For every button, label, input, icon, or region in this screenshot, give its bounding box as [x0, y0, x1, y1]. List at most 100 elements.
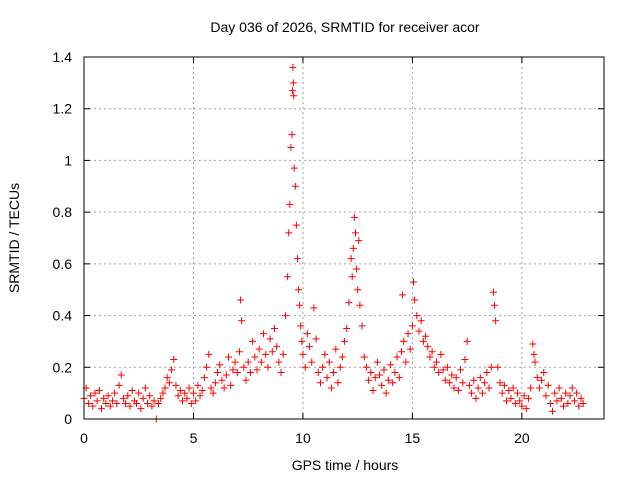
data-point: [128, 387, 136, 395]
data-point: [341, 337, 349, 345]
data-point: [354, 286, 362, 294]
data-point: [511, 399, 519, 407]
data-point: [505, 387, 513, 395]
data-point: [314, 368, 322, 376]
data-point: [402, 358, 410, 366]
data-point: [227, 381, 235, 389]
data-point: [557, 394, 565, 402]
data-point: [457, 366, 465, 374]
data-point: [98, 405, 106, 413]
data-point: [262, 350, 270, 358]
data-point: [220, 384, 228, 392]
data-point: [371, 374, 379, 382]
data-point: [279, 350, 287, 358]
data-point: [348, 273, 356, 281]
data-point: [395, 374, 403, 382]
data-point: [253, 366, 261, 374]
data-points: [80, 63, 587, 423]
data-point: [237, 296, 245, 304]
data-point: [520, 392, 528, 400]
data-point: [244, 358, 252, 366]
data-point: [330, 368, 338, 376]
data-point: [154, 399, 162, 407]
data-point: [141, 384, 149, 392]
y-tick-label: 0.2: [53, 359, 73, 375]
data-point: [555, 384, 563, 392]
data-point: [570, 397, 578, 405]
data-point: [562, 389, 570, 397]
data-point: [507, 394, 515, 402]
y-tick-label: 0.4: [53, 308, 73, 324]
data-point: [500, 381, 508, 389]
data-point: [104, 392, 112, 400]
data-point: [406, 345, 414, 353]
data-point: [115, 381, 123, 389]
data-point: [478, 389, 486, 397]
data-point: [336, 363, 344, 371]
data-point: [498, 389, 506, 397]
data-point: [268, 348, 276, 356]
data-point: [255, 345, 263, 353]
data-point: [229, 366, 237, 374]
data-point: [100, 394, 108, 402]
x-axis-title: GPS time / hours: [292, 457, 399, 473]
data-point: [285, 229, 293, 237]
data-point: [242, 376, 250, 384]
data-point: [298, 337, 306, 345]
data-point: [102, 399, 110, 407]
data-point: [218, 376, 226, 384]
data-point: [527, 384, 535, 392]
data-point: [84, 399, 92, 407]
data-point: [214, 368, 222, 376]
data-point: [207, 384, 215, 392]
data-point: [192, 397, 200, 405]
data-point: [292, 221, 300, 229]
data-point: [378, 381, 386, 389]
data-point: [287, 144, 295, 151]
x-tick-label: 15: [405, 430, 421, 446]
data-point: [332, 345, 340, 353]
data-point: [529, 340, 537, 348]
data-point: [183, 394, 191, 402]
data-point: [516, 397, 524, 405]
data-point: [185, 384, 193, 392]
data-point: [205, 350, 213, 358]
data-point: [413, 312, 421, 320]
data-point: [308, 358, 316, 366]
data-point: [299, 350, 307, 358]
data-point: [430, 363, 438, 371]
data-point: [468, 389, 476, 397]
data-point: [518, 402, 526, 410]
data-point: [266, 335, 274, 343]
data-point: [135, 389, 143, 397]
data-point: [209, 389, 217, 397]
y-tick-label: 0.8: [53, 204, 73, 220]
data-point: [284, 273, 292, 281]
data-point: [410, 278, 418, 286]
data-point: [470, 376, 478, 384]
data-point: [316, 379, 324, 387]
data-point: [566, 392, 574, 400]
data-point: [290, 164, 298, 172]
y-tick-label: 1.2: [53, 101, 73, 117]
data-point: [530, 350, 538, 358]
data-point: [454, 387, 462, 395]
data-point: [126, 402, 134, 410]
data-point: [238, 317, 246, 325]
data-point: [111, 389, 119, 397]
data-point: [286, 200, 294, 208]
data-point: [474, 384, 482, 392]
data-point: [288, 131, 296, 139]
data-point: [349, 244, 357, 252]
data-point: [157, 394, 165, 402]
data-point: [334, 379, 342, 387]
data-point: [524, 394, 532, 402]
data-point: [174, 392, 182, 400]
data-point: [139, 394, 147, 402]
data-point: [382, 389, 390, 397]
data-point: [446, 379, 454, 387]
data-point: [384, 376, 392, 384]
data-point: [233, 368, 241, 376]
data-point: [439, 366, 447, 374]
data-point: [108, 397, 116, 405]
